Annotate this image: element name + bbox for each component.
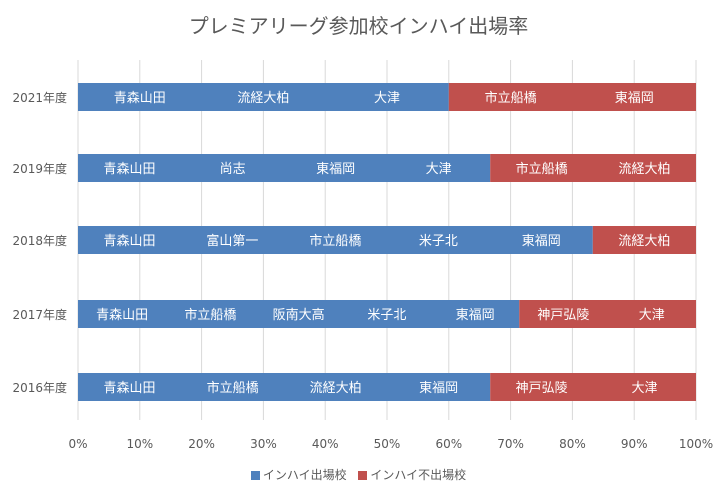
x-tick-label: 10% — [126, 437, 153, 451]
bar-school-label: 青森山田 — [114, 91, 166, 106]
bar-school-label: 市立船橋 — [207, 380, 259, 396]
x-tick-label: 30% — [250, 437, 277, 451]
bar-school-label: 流経大柏 — [310, 381, 362, 396]
legend-item-no-inhai: インハイ不出場校 — [358, 466, 466, 483]
x-tick-label: 0% — [68, 437, 87, 451]
bar-segment-inhai — [78, 300, 520, 328]
bar-school-label: 神戸弘陵 — [537, 308, 589, 323]
bar-segment-inhai — [78, 373, 491, 401]
bar-school-label: 流経大柏 — [237, 91, 289, 106]
y-tick-label: 2017年度 — [12, 307, 67, 322]
bar-school-label: 市立船橋 — [485, 90, 537, 106]
x-tick-label: 50% — [374, 437, 401, 451]
legend-item-inhai: インハイ出場校 — [250, 466, 347, 483]
bar-school-label: 富山第一 — [206, 233, 258, 249]
bar-school-label: 青森山田 — [104, 381, 156, 396]
legend-label-inhai: インハイ出場校 — [262, 468, 347, 482]
y-tick-label: 2016年度 — [12, 380, 67, 395]
x-tick-label: 90% — [621, 437, 648, 451]
bar-school-label: 市立船橋 — [184, 307, 236, 323]
bar-segment-no-inhai — [592, 226, 696, 254]
chart-title: プレミアリーグ参加校インハイ出場率 — [188, 14, 529, 38]
x-tick-label: 40% — [312, 437, 339, 451]
x-tick-label: 20% — [188, 437, 215, 451]
bar-school-label: 尚志 — [220, 162, 246, 177]
legend-swatch-no-inhai — [358, 471, 368, 480]
y-tick-label: 2019年度 — [12, 161, 67, 176]
bar-school-label: 大津 — [426, 162, 452, 177]
bar-segment-inhai — [78, 83, 449, 111]
bar-segment-no-inhai — [448, 83, 696, 111]
y-tick-label: 2018年度 — [12, 233, 67, 248]
bar-school-label: 神戸弘陵 — [516, 381, 568, 396]
bar-school-label: 阪南大高 — [273, 307, 325, 323]
bar-school-label: 大津 — [374, 91, 400, 106]
x-tick-label: 80% — [559, 437, 586, 451]
bar-segment-no-inhai — [490, 373, 696, 401]
bar-school-label: 大津 — [639, 308, 665, 323]
bar-school-label: 青森山田 — [96, 308, 148, 323]
bar-school-label: 市立船橋 — [516, 161, 568, 177]
bar-school-label: 青森山田 — [104, 162, 156, 177]
bar-school-label: 大津 — [632, 381, 658, 396]
legend: インハイ出場校 インハイ不出場校 — [0, 466, 717, 483]
bar-school-label: 東福岡 — [456, 307, 495, 323]
y-tick-label: 2021年度 — [12, 90, 67, 105]
x-tick-label: 70% — [497, 437, 524, 451]
bar-school-label: 米子北 — [419, 234, 458, 249]
bar-school-label: 東福岡 — [316, 161, 355, 177]
bar-school-label: 流経大柏 — [619, 162, 671, 177]
legend-swatch-inhai — [250, 471, 260, 480]
x-tick-label: 100% — [679, 437, 713, 451]
x-tick-label: 60% — [435, 437, 462, 451]
bar-school-label: 東福岡 — [615, 90, 654, 106]
bar-segment-no-inhai — [519, 300, 696, 328]
legend-label-no-inhai: インハイ不出場校 — [370, 468, 467, 482]
bar-segment-no-inhai — [490, 154, 696, 182]
bar-school-label: 流経大柏 — [618, 234, 670, 249]
bar-segment-inhai — [78, 154, 491, 182]
bar-school-label: 市立船橋 — [309, 233, 361, 249]
bar-school-label: 青森山田 — [103, 234, 155, 249]
bar-segment-inhai — [78, 226, 593, 254]
bar-school-label: 東福岡 — [419, 380, 458, 396]
bar-school-label: 東福岡 — [522, 233, 561, 249]
bar-school-label: 米子北 — [367, 308, 406, 323]
